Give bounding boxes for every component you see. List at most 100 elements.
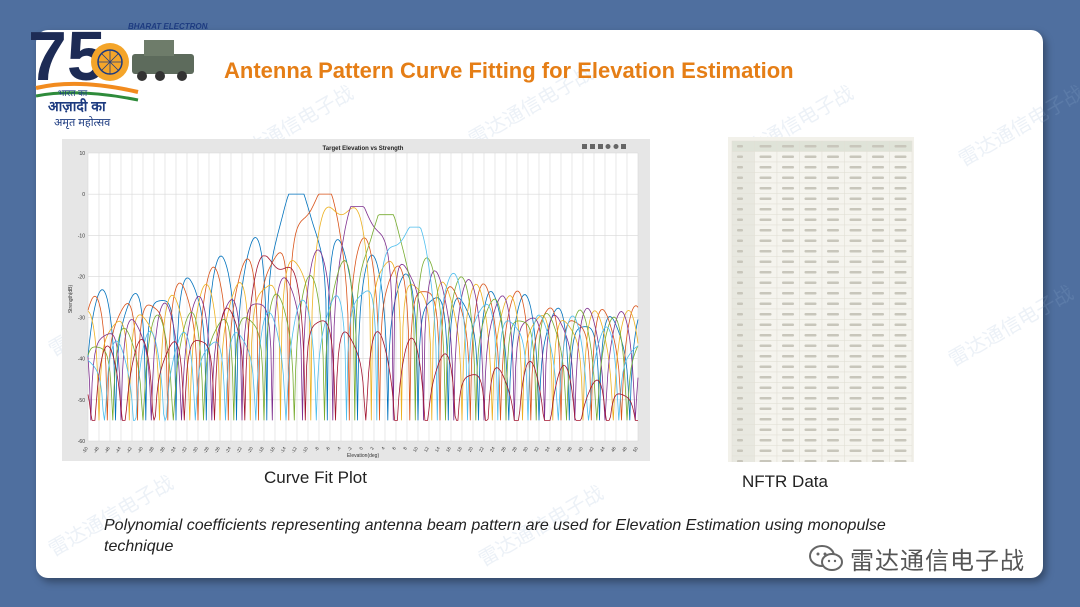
blurred-cell-text (759, 365, 772, 368)
x-tick-label: 20 (467, 446, 474, 453)
y-tick-label: 10 (79, 151, 85, 157)
x-tick-label: -12 (290, 446, 298, 455)
curve-fit-plot: -50 -48 -46 -44 -42 -40 -38 -36 -34 -32 -30 -28 -26-… (62, 139, 650, 461)
y-tick-label: -20 (78, 274, 85, 280)
x-tick-label: -50 (81, 446, 89, 455)
blurred-cell-text (827, 313, 839, 316)
blurred-cell-text (894, 407, 907, 410)
blurred-cell-text (872, 281, 884, 284)
blurred-cell-text (894, 323, 907, 326)
x-tick-label: 2 (369, 446, 375, 451)
table-cell (731, 161, 755, 173)
blurred-cell-text (737, 439, 743, 442)
blurred-cell-text (804, 176, 817, 179)
table-cell (731, 361, 755, 373)
blurred-cell-text (804, 197, 817, 200)
blurred-cell-text (804, 439, 817, 442)
beam-pattern-series (87, 193, 639, 421)
x-tick-label: 12 (423, 446, 430, 453)
blurred-cell-text (894, 355, 907, 358)
blurred-cell-text (737, 334, 743, 337)
x-tick-label: -38 (147, 446, 155, 455)
blurred-cell-text (849, 250, 862, 253)
table-cell (731, 319, 755, 331)
blurred-cell-text (804, 460, 817, 463)
blurred-cell-text (872, 250, 884, 253)
blurred-cell-text (782, 187, 794, 190)
blurred-cell-text (872, 376, 884, 379)
y-tick-label: -10 (78, 233, 85, 239)
table-cell (731, 224, 755, 236)
table-cell (731, 350, 755, 362)
blurred-cell-text (737, 313, 743, 316)
x-tick-label: 8 (402, 446, 408, 451)
y-tick-label: -50 (78, 398, 85, 404)
blurred-cell-text (737, 365, 743, 368)
table-cell (731, 172, 755, 184)
x-tick-label: -26 (213, 446, 221, 455)
x-tick-label: -2 (347, 446, 354, 452)
x-tick-label: 26 (500, 446, 507, 453)
toolbar-pan-icon[interactable] (582, 144, 587, 149)
toolbar-zoom-out-icon[interactable] (613, 144, 619, 149)
toolbar-data-tip-icon[interactable] (590, 144, 595, 149)
blurred-cell-text (849, 334, 862, 337)
blurred-cell-text (894, 386, 907, 389)
blurred-cell-text (782, 397, 794, 400)
blurred-cell-text (894, 449, 907, 452)
company-label: BHARAT ELECTRONICS (128, 22, 208, 31)
blurred-cell-text (737, 187, 743, 190)
y-tick-label: -30 (78, 316, 85, 322)
table-cell (731, 340, 755, 352)
x-tick-label: 16 (445, 446, 452, 453)
x-tick-label: -34 (169, 446, 177, 455)
blurred-cell-text (894, 208, 907, 211)
blurred-cell-text (872, 176, 884, 179)
toolbar-zoom-in-icon[interactable] (605, 144, 611, 149)
blurred-cell-text (782, 176, 794, 179)
toolbar-home-icon[interactable] (621, 144, 626, 149)
chart-y-label: Strength(dB) (68, 284, 74, 313)
nftr-table-svg (731, 140, 913, 467)
blurred-cell-text (872, 323, 884, 326)
blurred-cell-text (849, 208, 862, 211)
blurred-cell-text (804, 397, 817, 400)
blurred-cell-text (804, 344, 817, 347)
blurred-cell-text (894, 439, 907, 442)
blurred-cell-text (782, 218, 794, 221)
blurred-cell-text (804, 260, 817, 263)
blurred-cell-text (782, 376, 794, 379)
x-tick-label: 28 (511, 446, 518, 453)
beam-pattern-series (87, 206, 639, 421)
blurred-cell-text (804, 271, 817, 274)
blurred-cell-text (737, 145, 743, 148)
blurred-cell-text (782, 145, 794, 148)
blurred-cell-text (759, 302, 772, 305)
blurred-cell-text (872, 407, 884, 410)
blurred-cell-text (737, 271, 743, 274)
blurred-cell-text (737, 449, 743, 452)
blurred-cell-text (849, 449, 862, 452)
blurred-cell-text (737, 250, 743, 253)
blurred-cell-text (894, 218, 907, 221)
x-tick-label: -48 (92, 446, 100, 455)
blurred-cell-text (737, 397, 743, 400)
blurred-cell-text (872, 197, 884, 200)
blurred-cell-text (782, 260, 794, 263)
beam-pattern-series (87, 193, 639, 421)
blurred-cell-text (849, 239, 862, 242)
blurred-cell-text (894, 281, 907, 284)
footer-description: Polynomial coefficients representing ant… (104, 517, 886, 555)
blurred-cell-text (782, 323, 794, 326)
blurred-cell-text (827, 197, 839, 200)
toolbar-save-icon[interactable] (598, 144, 603, 149)
beam-pattern-series (87, 255, 638, 421)
blurred-cell-text (827, 239, 839, 242)
blurred-cell-text (872, 355, 884, 358)
x-tick-label: -4 (336, 446, 343, 452)
x-tick-label: -30 (191, 446, 199, 455)
blurred-cell-text (827, 449, 839, 452)
blurred-cell-text (894, 313, 907, 316)
blurred-cell-text (759, 218, 772, 221)
blurred-cell-text (782, 229, 794, 232)
